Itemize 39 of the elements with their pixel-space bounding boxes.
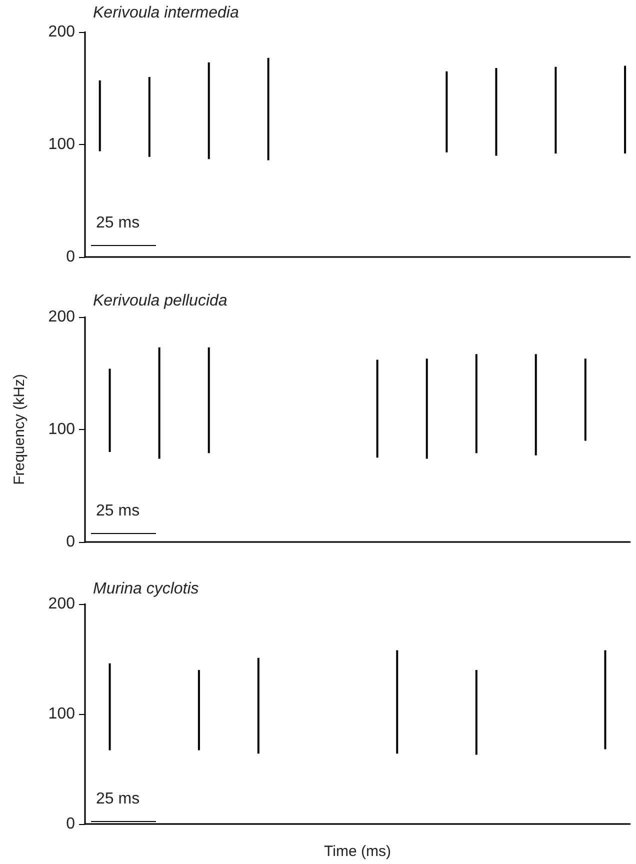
bar <box>475 670 478 755</box>
y-tick-label: 0 <box>66 816 76 832</box>
y-tick-label: 200 <box>48 308 76 326</box>
bar <box>624 66 626 154</box>
y-tick-label: 100 <box>48 706 76 722</box>
chart-title: Kerivoula intermedia <box>93 4 239 22</box>
y-tick-label: 200 <box>48 24 76 40</box>
y-tick-label: 200 <box>48 596 76 612</box>
y-axis-title: Frequency (kHz) <box>11 374 28 485</box>
bar <box>208 62 210 160</box>
annotation: 25 ms <box>96 790 140 808</box>
bar <box>604 650 606 750</box>
x-axis-title: Time (ms) <box>324 843 391 860</box>
bar <box>108 368 111 452</box>
chart-title: Murina cyclotis <box>93 580 199 598</box>
bar <box>208 347 210 454</box>
y-tick-label: 0 <box>66 534 76 550</box>
bar <box>98 80 101 152</box>
bar <box>257 658 260 754</box>
y-tick-label: 100 <box>48 421 76 438</box>
bar <box>534 354 537 456</box>
bar <box>396 650 398 754</box>
bar <box>495 68 498 156</box>
bar <box>446 71 448 152</box>
bar <box>475 354 478 454</box>
bar <box>554 66 557 154</box>
bar <box>426 358 428 459</box>
bar <box>108 663 111 750</box>
chart-title: Kerivoula pellucida <box>93 292 228 310</box>
bar <box>158 347 160 459</box>
bar <box>584 358 586 441</box>
annotation: 25 ms <box>96 214 140 232</box>
y-tick-label: 100 <box>48 136 76 153</box>
annotation: 25 ms <box>96 502 140 520</box>
bar <box>198 670 200 750</box>
bar <box>376 360 378 458</box>
bar <box>267 58 270 160</box>
bar <box>148 77 150 157</box>
y-tick-label: 0 <box>66 248 76 266</box>
